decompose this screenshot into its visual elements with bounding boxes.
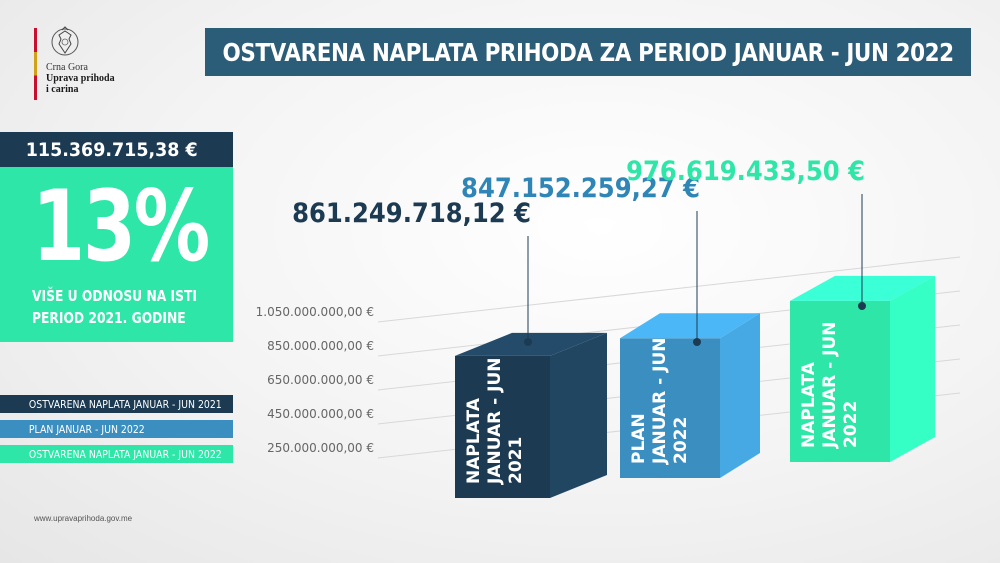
percent-value: 13% [32, 170, 210, 284]
bar-side-face [890, 275, 935, 462]
logo-line-1: Crna Gora [46, 62, 88, 73]
bar-category-label-line: NAPLATA [799, 361, 819, 448]
leader-dot [858, 302, 866, 310]
bar-category-label: PLANJANUAR - JUN2022 [629, 338, 691, 466]
y-tick-label: 250.000.000,00 € [267, 441, 374, 455]
bar-category-label-line: JANUAR - JUN [820, 322, 840, 450]
bar-category-label-line: JANUAR - JUN [650, 338, 670, 466]
legend-label: OSTVARENA NAPLATA JANUAR - JUN 2021 [28, 397, 222, 411]
bar-front-face [790, 300, 890, 462]
bar-category-label: NAPLATAJANUAR - JUN2022 [799, 322, 861, 450]
y-tick-label: 850.000.000,00 € [267, 339, 374, 353]
bar-top-face [620, 313, 760, 339]
total-difference-box: 115.369.715,38 € [0, 132, 233, 167]
legend-item-2021: OSTVARENA NAPLATA JANUAR - JUN 2021 [0, 395, 233, 413]
bar-front-face [455, 355, 550, 498]
bar-category-label-line: 2021 [506, 437, 526, 484]
leader-dot [524, 338, 532, 346]
flag-stripe [34, 28, 37, 100]
title-banner: OSTVARENA NAPLATA PRIHODA ZA PERIOD JANU… [205, 28, 971, 76]
y-tick-label: 1.050.000.000,00 € [256, 305, 374, 319]
bar-category-label-line: 2022 [841, 401, 861, 448]
percent-box: 13% VIŠE U ODNOSU NA ISTI PERIOD 2021. G… [0, 167, 233, 342]
bar-front-face [620, 338, 720, 478]
bar-value-label: 847.152.259,27 € [461, 173, 700, 205]
logo-line-2: Uprava prihoda [46, 73, 115, 84]
logo-line-3: i carina [46, 84, 79, 95]
bar-category-label: NAPLATAJANUAR - JUN2021 [464, 358, 526, 486]
bar-side-face [720, 313, 760, 478]
legend-item-2022: OSTVARENA NAPLATA JANUAR - JUN 2022 [0, 445, 233, 463]
footer-url: www.upravaprihoda.gov.me [34, 514, 133, 523]
page-title: OSTVARENA NAPLATA PRIHODA ZA PERIOD JANU… [222, 37, 954, 67]
grid-line [377, 256, 961, 323]
bar-category-label-line: 2022 [671, 417, 691, 464]
y-tick-label: 650.000.000,00 € [267, 373, 374, 387]
coat-of-arms-icon [51, 26, 79, 56]
percent-description: VIŠE U ODNOSU NA ISTI PERIOD 2021. GODIN… [32, 285, 197, 329]
total-difference-value: 115.369.715,38 € [25, 138, 198, 161]
legend-label: OSTVARENA NAPLATA JANUAR - JUN 2022 [28, 447, 222, 461]
bar-value-label: 976.619.433,50 € [626, 156, 865, 188]
bar-category-label-line: PLAN [629, 413, 649, 464]
legend-item-plan-2022: PLAN JANUAR - JUN 2022 [0, 420, 233, 438]
bar-side-face [550, 332, 607, 498]
bar-category-label-line: NAPLATA [464, 397, 484, 484]
leader-dot [693, 338, 701, 346]
logo-text: Crna Gora Uprava prihoda i carina [46, 62, 115, 95]
percent-description-line-1: VIŠE U ODNOSU NA ISTI [32, 287, 197, 305]
bar-value-label: 861.249.718,12 € [292, 198, 531, 230]
y-tick-label: 450.000.000,00 € [267, 407, 374, 421]
percent-description-line-2: PERIOD 2021. GODINE [32, 309, 186, 327]
legend-label: PLAN JANUAR - JUN 2022 [28, 422, 145, 436]
bar-category-label-line: JANUAR - JUN [485, 358, 505, 486]
logo: Crna Gora Uprava prihoda i carina [34, 26, 154, 106]
